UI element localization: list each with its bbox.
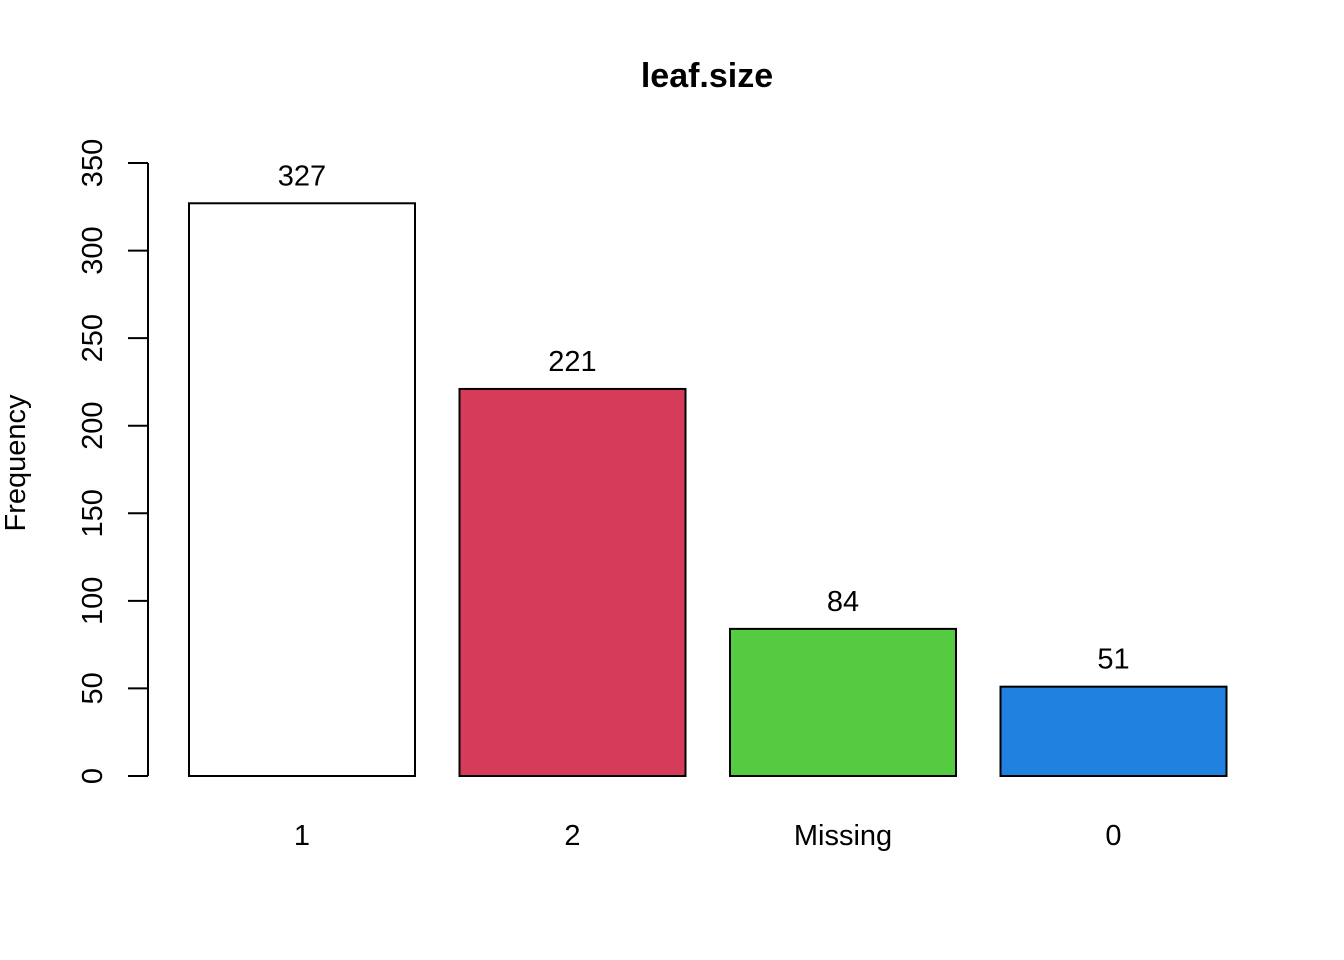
y-axis: 0 50 100 150 200 250 300 350 [77, 139, 149, 784]
y-tick-label: 250 [77, 314, 109, 362]
x-tick-label: 2 [564, 820, 580, 852]
x-tick-labels-group: 1 2 Missing 0 [294, 820, 1122, 852]
bar-2 [458, 387, 687, 777]
x-tick-label: 0 [1105, 820, 1121, 852]
y-tick-label: 150 [77, 489, 109, 537]
bars-group [188, 202, 1228, 778]
y-tick-label: 300 [77, 226, 109, 274]
data-label: 51 [1097, 644, 1129, 676]
data-labels-group: 327 221 84 51 [278, 160, 1130, 675]
y-tick-label: 350 [77, 139, 109, 187]
data-label: 221 [548, 346, 596, 378]
data-label: 84 [827, 586, 859, 618]
y-tick-label: 50 [77, 672, 109, 704]
x-tick-label: 1 [294, 820, 310, 852]
bar-1 [188, 202, 416, 778]
x-tick-label: Missing [794, 820, 892, 852]
bar-missing [729, 627, 957, 777]
bar-0 [999, 685, 1228, 777]
data-label: 327 [278, 160, 326, 192]
y-tick-label: 200 [77, 402, 109, 450]
y-tick-label: 0 [77, 768, 109, 784]
y-axis-label: Frequency [0, 394, 32, 532]
chart-title: leaf.size [641, 57, 773, 95]
y-tick-label: 100 [77, 577, 109, 625]
